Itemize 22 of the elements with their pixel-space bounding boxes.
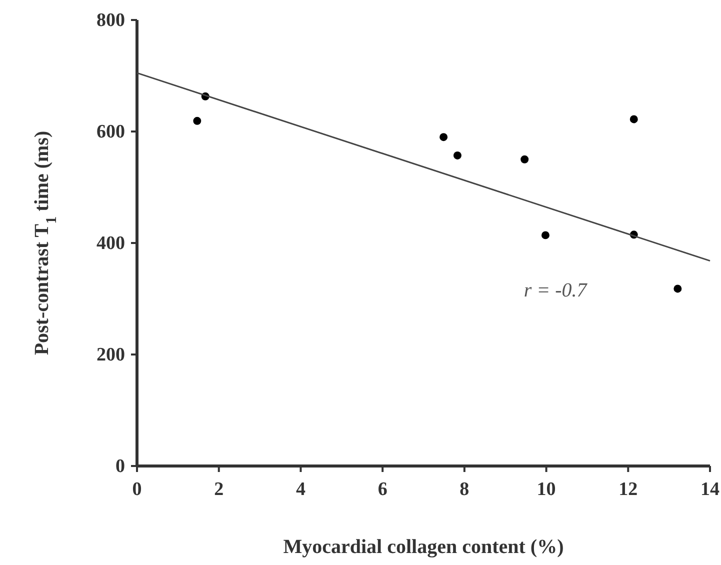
point: [541, 231, 550, 240]
y-tick-label: 600: [96, 122, 125, 142]
x-axis-title: Myocardial collagen content (%): [283, 536, 564, 558]
x-tick-label: 4: [296, 479, 306, 500]
x-tick-label: 0: [132, 479, 142, 500]
point: [520, 155, 529, 164]
y-tick-label: 400: [96, 233, 125, 254]
x-tick-label: 6: [378, 479, 388, 500]
x-tick-label: 12: [618, 479, 638, 500]
x-tick-label: 14: [700, 479, 720, 500]
point: [193, 116, 202, 125]
point: [440, 133, 448, 142]
point: [674, 284, 682, 293]
x-tick-label: 10: [536, 479, 556, 500]
point: [630, 115, 638, 124]
x-tick-label: 8: [460, 479, 470, 500]
y-tick-label: 800: [96, 10, 125, 31]
point: [453, 151, 462, 160]
x-tick-label: 2: [214, 479, 224, 500]
y-tick-label: 200: [96, 344, 125, 366]
y-tick-label: 0: [116, 456, 125, 477]
annotation: r = -0.7: [524, 280, 588, 302]
